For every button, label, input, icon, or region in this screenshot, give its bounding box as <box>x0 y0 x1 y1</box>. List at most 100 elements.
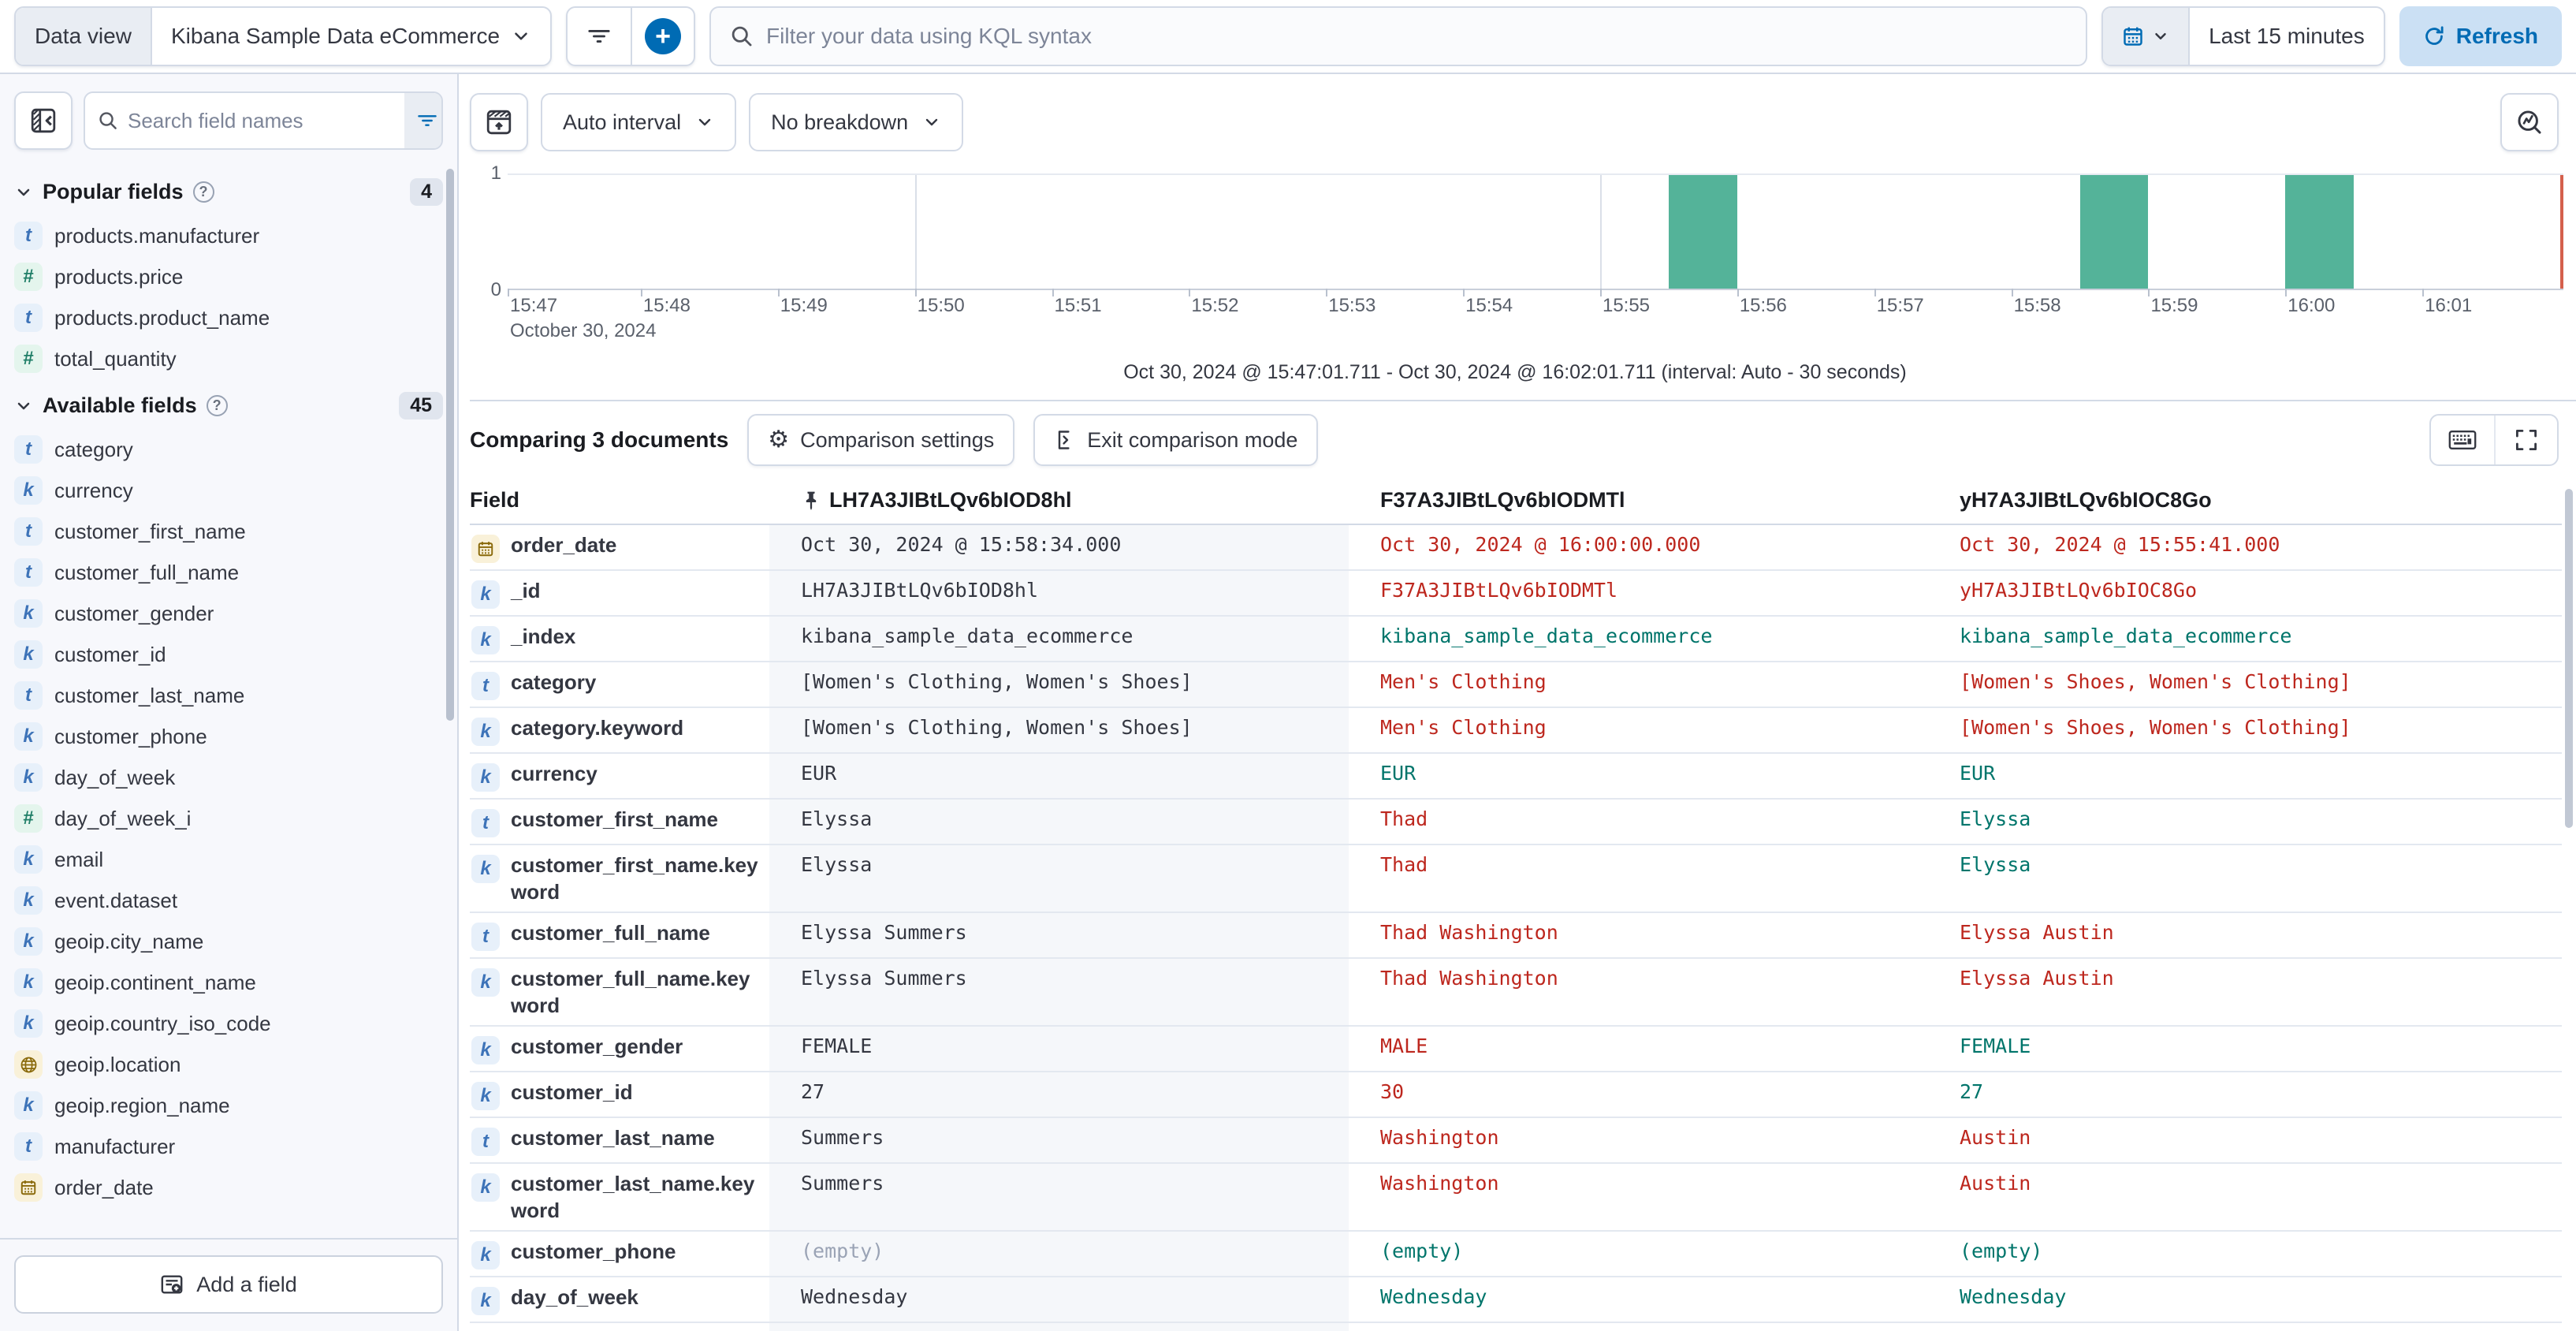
field-name-cell[interactable]: t category <box>470 662 769 707</box>
field-name-cell[interactable]: k customer_full_name.keyword <box>470 959 769 1025</box>
x-axis-tick <box>1189 289 1191 296</box>
field-list-item[interactable]: k geoip.continent_name <box>0 962 457 1003</box>
document-column-header[interactable]: LH7A3JIBtLQv6bIOD8hl <box>769 477 1349 524</box>
document-column-header[interactable]: yH7A3JIBtLQv6bIOC8Go <box>1928 477 2562 524</box>
fullscreen-button[interactable] <box>2494 416 2557 464</box>
table-header-row: Field LH7A3JIBtLQv6bIOD8hl F37A3JIBtLQv6bI… <box>470 477 2562 525</box>
field-name-label: customer_id <box>511 1080 633 1104</box>
document-id-label: LH7A3JIBtLQv6bIOD8hl <box>829 488 1072 512</box>
histogram-bar[interactable] <box>2079 175 2149 289</box>
text-field-icon: t <box>471 809 500 837</box>
field-list-item[interactable]: t products.product_name <box>0 297 457 338</box>
keyboard-shortcuts-button[interactable] <box>2431 416 2494 464</box>
comparison-settings-button[interactable]: ⚙ Comparison settings <box>747 414 1015 466</box>
field-name-cell[interactable]: t customer_first_name <box>470 800 769 844</box>
value-cell: Thad <box>1349 800 1928 844</box>
histogram-plot-area[interactable] <box>508 173 2563 296</box>
field-list-item[interactable]: k day_of_week <box>0 757 457 798</box>
field-name-cell[interactable]: k _index <box>470 617 769 661</box>
histogram-bar[interactable] <box>2285 175 2355 289</box>
histogram-bar[interactable] <box>1668 175 1737 289</box>
document-column-header[interactable]: F37A3JIBtLQv6bIODMTl <box>1349 477 1928 524</box>
interval-dropdown[interactable]: Auto interval <box>541 93 737 151</box>
field-list-item[interactable]: # day_of_week_i <box>0 798 457 839</box>
field-list-item[interactable]: t customer_first_name <box>0 511 457 552</box>
value-cell: Elyssa <box>769 845 1349 912</box>
x-axis-tick <box>1599 289 1602 296</box>
field-list-item[interactable]: k customer_phone <box>0 716 457 757</box>
field-list-item[interactable]: k customer_gender <box>0 593 457 634</box>
field-value: [Women's Shoes, Women's Clothing] <box>1960 716 2351 739</box>
field-list-item[interactable]: t customer_full_name <box>0 552 457 593</box>
breakdown-dropdown[interactable]: No breakdown <box>749 93 964 151</box>
field-item-label: products.product_name <box>54 305 270 330</box>
chart-gridline <box>914 175 917 289</box>
field-name-cell[interactable]: k day_of_week <box>470 1277 769 1322</box>
field-list-item[interactable]: k customer_id <box>0 634 457 675</box>
field-item-label: geoip.continent_name <box>54 970 256 994</box>
field-name-cell[interactable]: k category.keyword <box>470 708 769 752</box>
field-value: Elyssa Summers <box>801 967 967 990</box>
field-search-input[interactable] <box>128 108 392 133</box>
exit-comparison-button[interactable]: Exit comparison mode <box>1033 414 1319 466</box>
sidebar-scrollbar[interactable] <box>446 169 454 721</box>
field-list-item[interactable]: k currency <box>0 470 457 511</box>
field-list-item[interactable]: t products.manufacturer <box>0 215 457 256</box>
field-name-cell[interactable]: k currency <box>470 754 769 798</box>
explore-in-lens-button[interactable] <box>2500 93 2559 151</box>
search-icon <box>730 24 754 48</box>
field-name-cell[interactable]: order_date <box>470 525 769 569</box>
table-row: k customer_full_name.keyword Elyssa Summer… <box>470 959 2562 1027</box>
field-name-cell[interactable]: k customer_id <box>470 1072 769 1117</box>
data-view-selector[interactable]: Kibana Sample Data eCommerce <box>152 8 550 65</box>
field-list-item[interactable]: t customer_last_name <box>0 675 457 716</box>
field-search[interactable] <box>85 93 404 148</box>
field-name-cell[interactable]: k _id <box>470 571 769 615</box>
kql-search-bar[interactable] <box>709 6 2088 66</box>
field-name-cell[interactable]: t customer_last_name <box>470 1118 769 1162</box>
field-value: kibana_sample_data_ecommerce <box>1960 624 2292 647</box>
keyword-field-icon: k <box>14 763 43 792</box>
help-icon: ? <box>206 395 228 416</box>
comparison-title: Comparing 3 documents <box>470 427 729 452</box>
collapse-sidebar-button[interactable] <box>14 91 73 150</box>
data-view-picker[interactable]: Data view Kibana Sample Data eCommerce <box>14 6 553 66</box>
field-section-header-1[interactable]: Available fields? 45 <box>0 379 457 429</box>
field-list-item[interactable]: k geoip.country_iso_code <box>0 1003 457 1044</box>
field-list-item[interactable]: k email <box>0 839 457 880</box>
field-list-item[interactable]: geoip.location <box>0 1044 457 1085</box>
field-name-cell[interactable]: k customer_last_name.keyword <box>470 1164 769 1230</box>
field-item-label: geoip.location <box>54 1052 181 1076</box>
add-field-button[interactable]: Add a field <box>14 1255 443 1314</box>
field-list-item[interactable]: t manufacturer <box>0 1126 457 1167</box>
add-filter-button[interactable]: + <box>631 8 694 65</box>
time-range-value[interactable]: Last 15 minutes <box>2190 8 2384 65</box>
field-name-cell[interactable]: #day_of_week_i <box>470 1323 769 1331</box>
field-name-cell[interactable]: k customer_first_name.keyword <box>470 845 769 912</box>
table-scrollbar[interactable] <box>2565 489 2573 828</box>
comparison-table: Field LH7A3JIBtLQv6bIOD8hl F37A3JIBtLQv6bI… <box>470 477 2562 1331</box>
field-value: Austin <box>1960 1172 2031 1195</box>
field-name-cell[interactable]: k customer_phone <box>470 1232 769 1276</box>
refresh-button[interactable]: Refresh <box>2399 6 2562 66</box>
field-filter-button[interactable]: 0 <box>404 93 441 148</box>
table-row: k customer_id 27 30 27 <box>470 1072 2562 1118</box>
hide-chart-button[interactable] <box>470 93 528 151</box>
field-list-item[interactable]: t category <box>0 429 457 470</box>
keyword-field-icon: k <box>471 1082 500 1110</box>
field-list-item[interactable]: # total_quantity <box>0 338 457 379</box>
field-name-cell[interactable]: k customer_gender <box>470 1027 769 1071</box>
field-name-label: customer_first_name.keyword <box>511 853 758 904</box>
field-list-item[interactable]: # products.price <box>0 256 457 297</box>
x-axis-tick-label: 15:51 <box>1054 295 1102 316</box>
field-list-item[interactable]: order_date <box>0 1167 457 1208</box>
field-list-item[interactable]: k geoip.region_name <box>0 1085 457 1126</box>
field-section-header-0[interactable]: Popular fields? 4 <box>0 166 457 215</box>
field-name-cell[interactable]: t customer_full_name <box>470 913 769 957</box>
field-list-item[interactable]: k event.dataset <box>0 880 457 921</box>
field-list-item[interactable]: k geoip.city_name <box>0 921 457 962</box>
field-item-label: geoip.city_name <box>54 929 204 953</box>
kql-query-input[interactable] <box>766 24 2068 49</box>
filters-button[interactable] <box>568 8 631 65</box>
date-picker-button[interactable] <box>2103 8 2191 65</box>
